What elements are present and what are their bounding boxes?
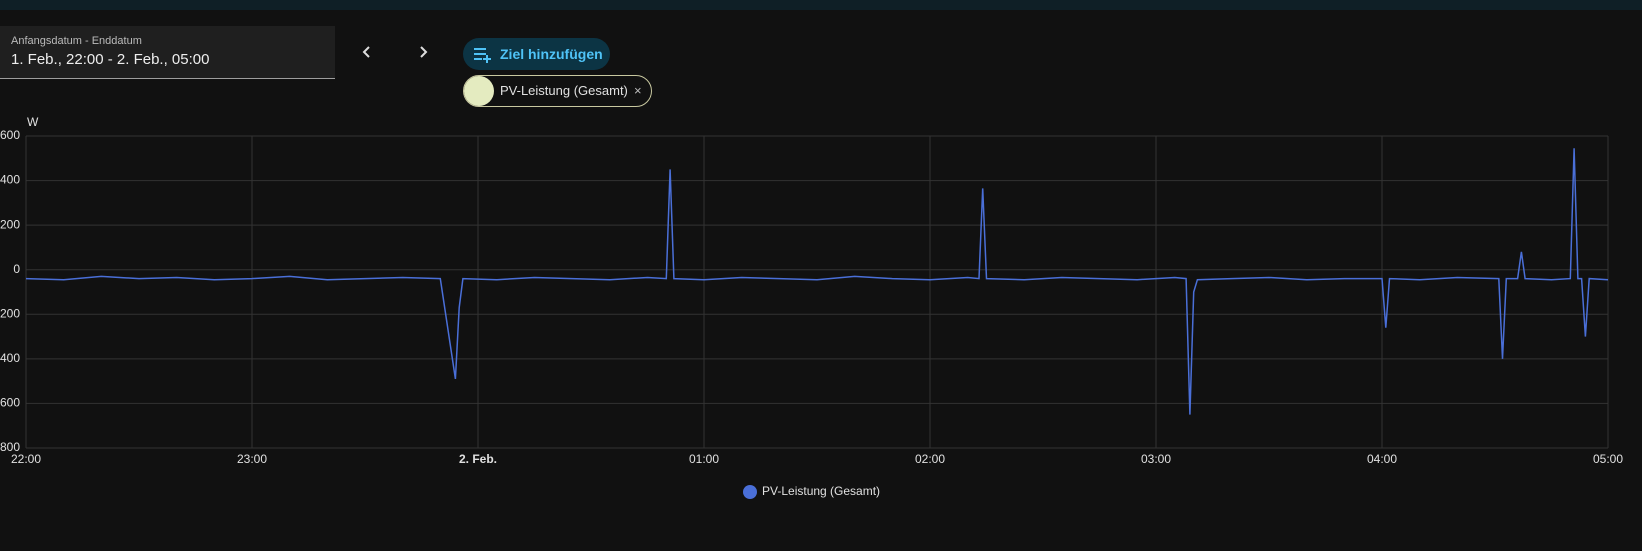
y-tick-label: 200 — [0, 217, 20, 231]
y-tick-label: 0 — [13, 262, 20, 276]
x-tick-label: 23:00 — [237, 452, 267, 466]
y-tick-label: -800 — [0, 440, 20, 454]
legend-marker — [743, 485, 757, 499]
y-tick-label: -400 — [0, 351, 20, 365]
date-range: 1. Feb., 22:00 - 2. Feb., 05:00 — [11, 51, 210, 68]
x-tick-label: 05:00 — [1593, 452, 1623, 466]
add-icon — [474, 48, 491, 63]
entity-chip[interactable]: PV-Leistung (Gesamt) × — [463, 75, 652, 107]
x-tick-label: 22:00 — [11, 452, 41, 466]
y-tick-label: -600 — [0, 396, 20, 410]
date-label: Anfangsdatum - Enddatum — [11, 35, 142, 47]
date-picker[interactable]: Anfangsdatum - Enddatum 1. Feb., 22:00 -… — [0, 26, 335, 79]
x-tick-label: 04:00 — [1367, 452, 1397, 466]
prev-button[interactable] — [357, 42, 377, 62]
x-tick-label: 02:00 — [915, 452, 945, 466]
y-tick-label: 400 — [0, 173, 20, 187]
x-tick-label: 01:00 — [689, 452, 719, 466]
top-bar — [0, 0, 1642, 10]
y-tick-label: 600 — [0, 128, 20, 142]
y-tick-label: -200 — [0, 306, 20, 320]
chip-label: PV-Leistung (Gesamt) — [500, 83, 628, 98]
x-tick-label: 03:00 — [1141, 452, 1171, 466]
add-target-button[interactable]: Ziel hinzufügen — [463, 38, 610, 70]
chip-icon — [464, 76, 494, 106]
x-tick-label: 2. Feb. — [459, 452, 497, 466]
data-line — [25, 148, 1609, 415]
next-button[interactable] — [413, 42, 433, 62]
add-target-label: Ziel hinzufügen — [500, 46, 603, 62]
legend-label: PV-Leistung (Gesamt) — [762, 484, 880, 498]
chip-remove[interactable]: × — [634, 83, 642, 98]
y-unit: W — [27, 115, 39, 129]
